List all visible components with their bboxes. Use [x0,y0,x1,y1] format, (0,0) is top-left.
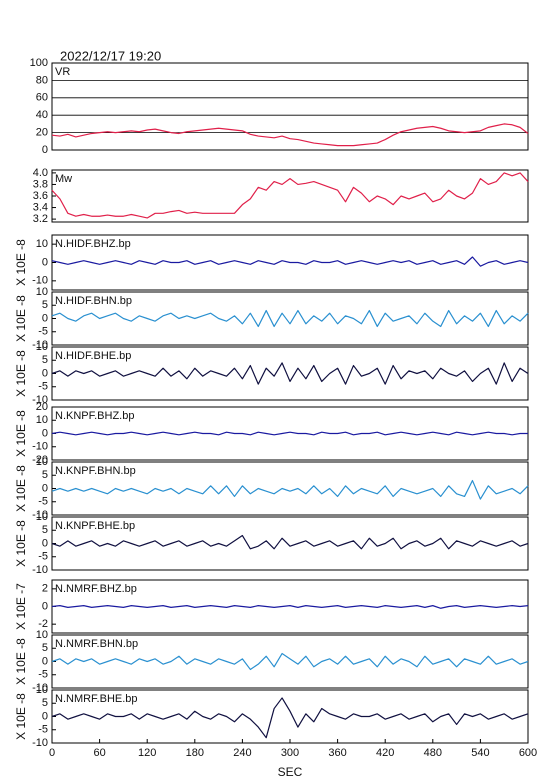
chart-title: 2022/12/17 19:20 [60,48,161,63]
x-tick-label: 420 [376,747,394,759]
y-axis-label: X 10E -8 [14,239,28,286]
waveform-line [51,431,528,436]
panel-label: N.KNPF.BHN.bp [55,465,136,477]
panel-label: N.HIDF.BHZ.bp [55,238,131,250]
y-tick-label: -10 [32,394,48,406]
y-axis-label: X 10E -8 [14,410,28,457]
y-tick-label: 0 [42,367,48,379]
y-axis-label: X 10E -7 [14,583,28,630]
y-tick-label: -10 [32,339,48,351]
y-tick-label: 10 [36,456,48,468]
y-tick-label: -10 [32,737,48,749]
panel-label: N.HIDF.BHN.bp [55,295,132,307]
x-tick-label: 480 [424,747,442,759]
y-tick-label: 4.0 [33,167,48,179]
y-tick-label: 0 [42,537,48,549]
y-tick-label: 20 [36,127,48,139]
y-tick-label: 0 [42,600,48,612]
y-tick-label: 40 [36,109,48,121]
y-tick-label: -5 [38,381,48,393]
y-tick-label: 10 [36,511,48,523]
panel-label: N.NMRF.BHN.bp [55,638,138,650]
waveform-line [51,309,529,328]
waveform-line [51,605,529,609]
panel-label: N.KNPF.BHE.bp [55,520,135,532]
panel-label: N.NMRF.BHZ.bp [55,583,137,595]
y-tick-label: 3.8 [33,178,48,190]
panel-label: N.KNPF.BHZ.bp [55,410,134,422]
y-tick-label: 0 [42,312,48,324]
y-tick-label: -5 [38,326,48,338]
y-tick-label: -10 [32,682,48,694]
y-tick-label: 10 [36,286,48,298]
y-tick-label: 0 [42,710,48,722]
waveform-line [51,123,529,147]
y-tick-label: 0 [42,427,48,439]
waveform-line [51,534,529,550]
waveform-line [51,479,529,500]
x-tick-label: 0 [49,747,55,759]
y-tick-label: 10 [36,684,48,696]
y-tick-label: -5 [38,669,48,681]
x-tick-label: 60 [93,747,105,759]
y-tick-label: 0 [42,144,48,156]
y-tick-label: 5 [42,354,48,366]
panel-label: Mw [55,173,72,185]
y-tick-label: 0 [42,655,48,667]
x-axis-label: SEC [278,765,303,779]
y-axis-label: X 10E -8 [14,350,28,397]
x-tick-label: 300 [281,747,299,759]
y-tick-label: -10 [32,564,48,576]
y-tick-label: -2 [38,618,48,630]
y-tick-label: -10 [32,275,48,287]
y-tick-label: 5 [42,642,48,654]
x-tick-label: 600 [519,747,537,759]
y-tick-label: -5 [38,551,48,563]
x-tick-label: 240 [233,747,251,759]
waveform-line [51,256,529,267]
y-tick-label: -10 [32,509,48,521]
waveform-line [51,362,529,385]
y-tick-label: -20 [32,454,48,466]
y-tick-label: 100 [30,57,48,69]
y-tick-label: -5 [38,496,48,508]
panel-label: N.HIDF.BHE.bp [55,350,131,362]
y-tick-label: 5 [42,697,48,709]
y-tick-label: 3.2 [33,213,48,225]
x-tick-label: 540 [471,747,489,759]
y-tick-label: 10 [36,629,48,641]
y-tick-label: -5 [38,724,48,736]
y-tick-label: 0 [42,256,48,268]
y-axis-label: X 10E -8 [14,638,28,685]
y-tick-label: 10 [36,341,48,353]
y-axis-label: X 10E -8 [14,465,28,512]
x-tick-label: 180 [186,747,204,759]
y-axis-label: X 10E -8 [14,693,28,740]
y-tick-label: 10 [36,414,48,426]
y-tick-label: 60 [36,92,48,104]
y-tick-label: 10 [36,238,48,250]
waveform-line [51,172,529,219]
x-tick-label: 120 [138,747,156,759]
panel-label: N.NMRF.BHE.bp [55,693,138,705]
y-tick-label: -10 [32,441,48,453]
y-tick-label: 80 [36,74,48,86]
y-tick-label: 5 [42,524,48,536]
y-tick-label: 3.4 [33,201,48,213]
waveform-line [51,697,529,739]
y-axis-label: X 10E -8 [14,520,28,567]
y-tick-label: 5 [42,469,48,481]
panel-label: VR [55,66,70,78]
y-tick-label: 20 [36,401,48,413]
panel-frame [51,62,529,151]
y-axis-label: X 10E -8 [14,295,28,342]
y-tick-label: 5 [42,299,48,311]
x-tick-label: 360 [328,747,346,759]
y-tick-label: 0 [42,482,48,494]
y-tick-label: 3.6 [33,190,48,202]
y-tick-label: 2 [42,583,48,595]
waveform-line [51,652,529,671]
